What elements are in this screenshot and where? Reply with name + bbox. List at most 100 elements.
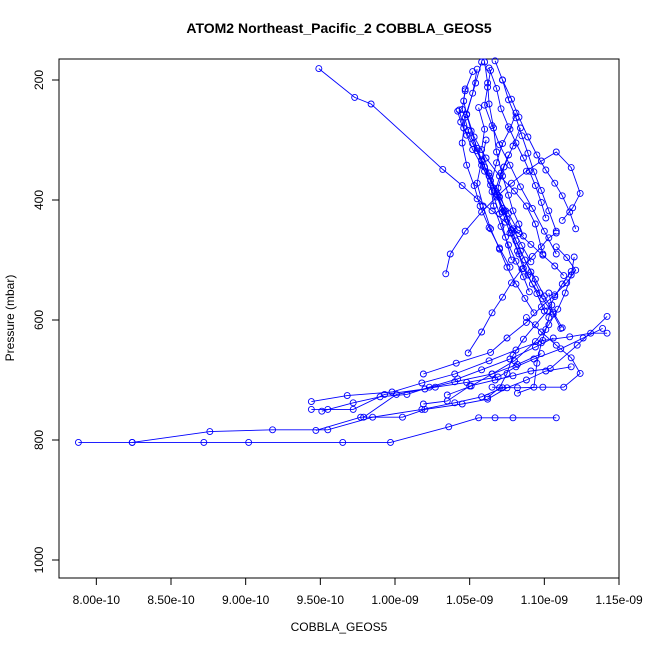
data-point [508,95,515,103]
data-point [522,202,530,210]
data-point [549,308,557,316]
data-point [527,367,535,375]
data-point [566,208,574,216]
data-point [458,182,466,190]
data-point [128,438,136,446]
data-point [403,390,411,398]
data-point [519,273,527,281]
data-point [509,414,517,422]
data-point [451,370,459,378]
data-point [570,253,578,261]
data-point [499,140,506,148]
data-point [603,329,611,337]
data-point [522,314,530,322]
data-point [360,413,368,421]
data-point [552,243,560,251]
data-point [461,85,469,93]
data-point [509,351,517,359]
y-tick-label: 600 [32,310,46,330]
data-point [527,268,535,276]
series-line [488,67,547,219]
data-point [487,66,495,74]
plot-frame [58,58,620,579]
data-point [419,400,427,408]
data-point [530,168,538,176]
series-line [463,88,541,294]
data-point [458,400,466,408]
data-point [572,266,580,274]
data-point [561,289,569,297]
data-point [519,335,527,343]
data-point [514,389,521,397]
data-point [514,226,521,234]
data-point [478,157,486,165]
data-point [567,363,575,371]
data-point [418,379,426,387]
data-point [505,241,512,249]
data-point [537,157,545,165]
data-point [349,399,357,407]
data-point [307,398,315,406]
data-point [508,179,515,187]
data-point [443,391,451,399]
data-point [519,232,527,240]
data-point [484,393,492,401]
data-point [469,89,477,97]
series-line [423,316,608,405]
data-point [531,321,539,329]
data-point [525,167,533,175]
data-point [527,258,535,266]
data-point [560,383,568,391]
series-line [315,366,572,431]
data-point [533,151,541,159]
data-point [367,100,375,108]
data-point [552,148,560,156]
data-point [530,309,538,317]
data-point [481,167,489,175]
data-point [558,192,566,200]
data-point [540,227,548,235]
series-line [457,111,518,231]
data-point [503,334,511,342]
data-point [533,290,541,298]
data-point [318,407,326,415]
data-point [528,280,536,288]
data-point [74,438,82,446]
data-point [563,254,571,262]
data-point [490,202,498,210]
data-point [531,182,539,190]
data-point [528,204,536,212]
series-line [363,327,603,418]
x-tick-label: 1.00e-09 [371,593,419,607]
data-point [487,177,495,185]
data-point [522,318,530,326]
x-tick-label: 9.00e-10 [222,593,270,607]
data-point [485,357,493,365]
data-point [455,106,463,114]
data-point [531,220,539,228]
y-tick-label: 1000 [32,546,46,573]
data-point [505,209,512,217]
data-point [484,395,492,403]
data-point [497,222,505,230]
data-point [307,405,315,413]
series-line [318,68,565,276]
data-point [573,341,581,349]
data-point [552,227,560,235]
data-point [454,107,462,115]
series-line [492,317,581,389]
data-point [576,189,584,197]
data-point [557,345,565,353]
series-line [487,271,572,398]
series-line [423,246,577,375]
data-point [542,326,550,334]
data-point [469,68,477,76]
data-point [439,165,447,173]
data-point [488,383,496,391]
data-point [399,413,406,421]
data-point [503,263,511,271]
data-point [442,270,450,278]
data-point [511,187,518,195]
series-line [502,79,577,229]
data-point [458,139,466,147]
